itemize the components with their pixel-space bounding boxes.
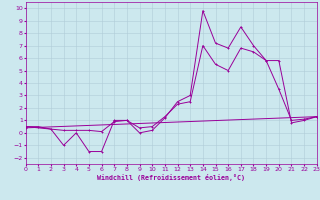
X-axis label: Windchill (Refroidissement éolien,°C): Windchill (Refroidissement éolien,°C) xyxy=(97,174,245,181)
